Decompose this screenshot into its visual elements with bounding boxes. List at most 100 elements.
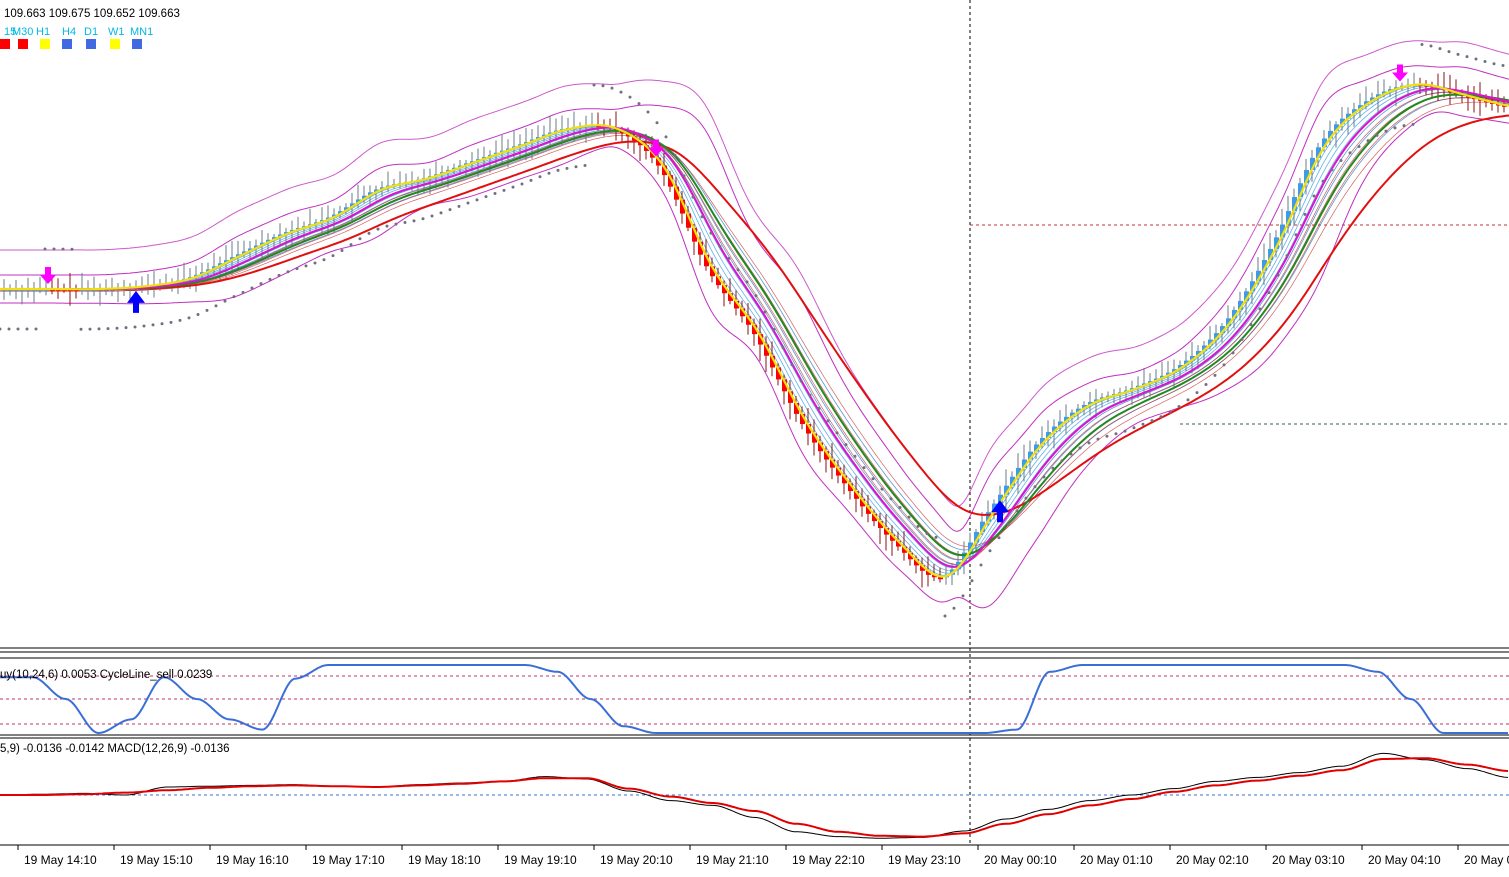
bull-candle [1346, 113, 1351, 119]
sar-dot [340, 248, 344, 252]
bear-candle [806, 424, 811, 434]
bull-candle [1052, 426, 1057, 433]
bull-candle [1334, 124, 1339, 131]
ribbon-ma-blue-22 [0, 91, 1509, 561]
bull-candle [1046, 432, 1051, 439]
sar-dot [1294, 233, 1298, 237]
timeframe-label-m30[interactable]: M30 [12, 26, 33, 38]
bull-candle [1028, 451, 1033, 460]
bear-candle [848, 483, 853, 492]
bull-candle [974, 531, 979, 543]
bull-candle [1232, 309, 1237, 319]
sar-dot [1339, 158, 1343, 162]
sar-dot [871, 477, 875, 481]
sar-dot [1087, 441, 1091, 445]
bear-candle [902, 546, 907, 553]
bear-candle [920, 565, 925, 571]
timeframe-color-swatch[interactable] [132, 39, 142, 49]
sar-dot [142, 324, 146, 328]
sar-dot [1357, 144, 1361, 148]
time-tick-label: 19 May 15:10 [120, 853, 193, 867]
bull-candle [1328, 130, 1333, 139]
sar-dot [394, 222, 398, 226]
bull-candle [1358, 105, 1363, 110]
sar-dot [1267, 291, 1271, 295]
timeframe-label-w1[interactable]: W1 [108, 26, 125, 38]
time-tick-label: 19 May 23:10 [888, 853, 961, 867]
sar-dot [628, 95, 632, 99]
sar-dot [799, 379, 803, 383]
candles [2, 72, 1507, 588]
sar-dot [862, 466, 866, 470]
sar-dot [655, 121, 659, 125]
bear-candle [728, 293, 733, 301]
sar-dot [808, 393, 812, 397]
timeframe-color-swatch[interactable] [110, 39, 120, 49]
bear-candle [746, 316, 751, 325]
time-tick-label: 20 May 02:10 [1176, 853, 1249, 867]
bull-candle [1040, 438, 1045, 445]
macd-lines [0, 752, 1509, 839]
sar-dot [1483, 59, 1487, 63]
sar-dot [106, 327, 110, 331]
sar-dot [448, 208, 452, 212]
sar-dot [547, 171, 551, 175]
macd-main-line [0, 752, 1509, 839]
timeframe-label-h1[interactable]: H1 [36, 26, 50, 38]
bull-candle [1316, 147, 1321, 158]
sar-dot [682, 174, 686, 178]
bear-candle [776, 367, 781, 380]
timeframe-color-swatch[interactable] [40, 39, 50, 49]
sar-dot [961, 594, 965, 598]
timeframe-color-swatch[interactable] [86, 39, 96, 49]
sar-dot [1402, 124, 1406, 128]
timeframe-color-swatch[interactable] [0, 39, 10, 49]
sar-dot [853, 454, 857, 458]
sar-dot [1015, 509, 1019, 513]
sar-dot [484, 195, 488, 199]
sar-dot [1447, 50, 1451, 54]
sar-dot [223, 299, 227, 303]
time-tick-label: 20 May 00:10 [984, 853, 1057, 867]
bear-candle [644, 145, 649, 151]
sar-dot [1258, 307, 1262, 311]
timeframe-label-mn1[interactable]: MN1 [130, 26, 153, 38]
sar-dot [718, 245, 722, 249]
sar-dot [1393, 126, 1397, 130]
timeframe-label-d1[interactable]: D1 [84, 26, 98, 38]
timeframe-color-swatch[interactable] [18, 39, 28, 49]
bear-candle [812, 433, 817, 443]
sar-dot [709, 231, 713, 235]
bull-candle [1010, 476, 1015, 486]
bull-candle [1076, 408, 1081, 413]
macd-indicator-label: 5,9) -0.0136 -0.0142 MACD(12,26,9) -0.01… [0, 743, 230, 755]
sar-dot [619, 90, 623, 94]
macd-signal-line [0, 757, 1509, 838]
sar-dot [151, 323, 155, 327]
sar-dot [556, 168, 560, 172]
bull-candle [1268, 248, 1273, 260]
bear-candle [932, 574, 937, 578]
timeframe-label-h4[interactable]: H4 [62, 26, 76, 38]
sar-dot [1033, 485, 1037, 489]
sar-dot [1285, 254, 1289, 258]
bear-candle [872, 513, 877, 522]
sar-dot [1420, 42, 1424, 46]
bear-candle [908, 552, 913, 560]
bull-candle [1004, 485, 1009, 495]
timeframe-label-15[interactable]: 15 [4, 26, 16, 38]
timeframe-color-swatch[interactable] [62, 39, 72, 49]
bull-candle [1364, 101, 1369, 106]
time-tick-label: 20 May 01:10 [1080, 853, 1153, 867]
sar-dot [511, 185, 515, 189]
bear-candle [890, 534, 895, 541]
parabolic-sar [0, 42, 1505, 618]
bull-candle [1256, 270, 1261, 282]
sar-dot [1321, 179, 1325, 183]
sar-dot [1096, 437, 1100, 441]
bear-candle [896, 540, 901, 547]
sar-dot [115, 326, 119, 330]
